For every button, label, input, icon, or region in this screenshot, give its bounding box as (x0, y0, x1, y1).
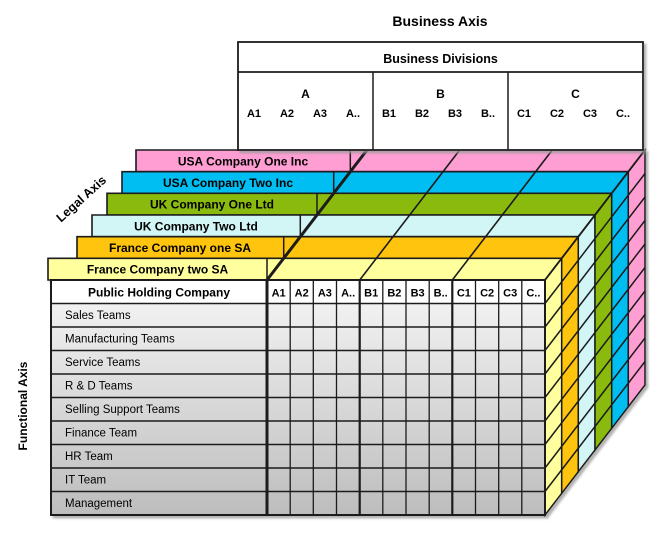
front-table-border (50, 279, 546, 516)
svg-text:B2: B2 (387, 288, 401, 300)
functional-axis-label: Functional Axis (16, 361, 30, 450)
row-label-hr-team: HR Team (65, 451, 113, 463)
row-label-finance-team: Finance Team (65, 428, 137, 440)
svg-text:B1: B1 (364, 288, 378, 300)
division-sub-label: C1 (517, 108, 531, 120)
svg-text:C2: C2 (480, 288, 494, 300)
layer-band-label: USA Company One Inc (178, 155, 309, 169)
svg-text:A..: A.. (341, 288, 355, 300)
division-cell-b: B B1 B2 B3 B.. (382, 87, 495, 120)
svg-text:A3: A3 (318, 288, 332, 300)
layer-band-label: France Company one SA (109, 241, 251, 255)
division-sub-label: A.. (346, 108, 360, 120)
business-divisions-box (237, 41, 644, 151)
division-sub-label: A3 (313, 108, 327, 120)
division-sub-label: B1 (382, 108, 396, 120)
svg-text:C1: C1 (457, 288, 471, 300)
svg-text:C3: C3 (503, 288, 517, 300)
row-label-selling-support-teams: Selling Support Teams (65, 404, 180, 416)
division-cell-c: C C1 C2 C3 C.. (517, 87, 630, 120)
row-label-sales-teams: Sales Teams (65, 310, 131, 322)
layer-band-label: USA Company Two Inc (163, 176, 293, 190)
division-cell-a: A A1 A2 A3 A.. (247, 87, 360, 120)
division-label: B (436, 87, 445, 101)
grid-column-headers: A1 A2 A3 A.. B1 B2 B3 B.. C1 C2 C3 C.. (272, 288, 541, 300)
svg-text:B3: B3 (411, 288, 425, 300)
functional-row-labels: Sales Teams Manufacturing Teams Service … (65, 310, 180, 510)
front-table-row-lines (51, 302, 545, 493)
svg-text:C..: C.. (526, 288, 540, 300)
business-axis-title: Business Axis (392, 13, 487, 29)
layer-band-label: UK Company Two Ltd (134, 219, 258, 233)
division-sub-label: C.. (616, 108, 630, 120)
layer-band-label: UK Company One Ltd (150, 198, 274, 212)
row-label-it-team: IT Team (65, 475, 106, 487)
layer-band-label: France Company two SA (87, 263, 229, 277)
svg-text:A2: A2 (295, 288, 309, 300)
row-label-r-and-d-teams: R & D Teams (65, 381, 133, 393)
division-sub-label: B2 (415, 108, 429, 120)
svg-text:A1: A1 (272, 288, 286, 300)
svg-text:B..: B.. (434, 288, 448, 300)
row-label-manufacturing-teams: Manufacturing Teams (65, 334, 175, 346)
division-sub-label: A1 (247, 108, 261, 120)
front-table-header-cell: Public Holding Company (88, 286, 230, 300)
business-divisions-header: Business Divisions (383, 52, 498, 66)
row-label-management: Management (65, 498, 133, 510)
side-face-row-lines (544, 173, 646, 492)
division-sub-label: C2 (550, 108, 564, 120)
front-table-column-lines (265, 280, 523, 515)
row-label-service-teams: Service Teams (65, 357, 140, 369)
division-sub-label: B3 (448, 108, 462, 120)
division-label: C (571, 87, 580, 101)
division-label: A (301, 87, 310, 101)
division-sub-label: C3 (583, 108, 597, 120)
division-sub-label: A2 (280, 108, 294, 120)
top-face-column-lines (265, 149, 646, 281)
division-sub-label: B.. (481, 108, 495, 120)
front-table-header-row (51, 280, 545, 304)
